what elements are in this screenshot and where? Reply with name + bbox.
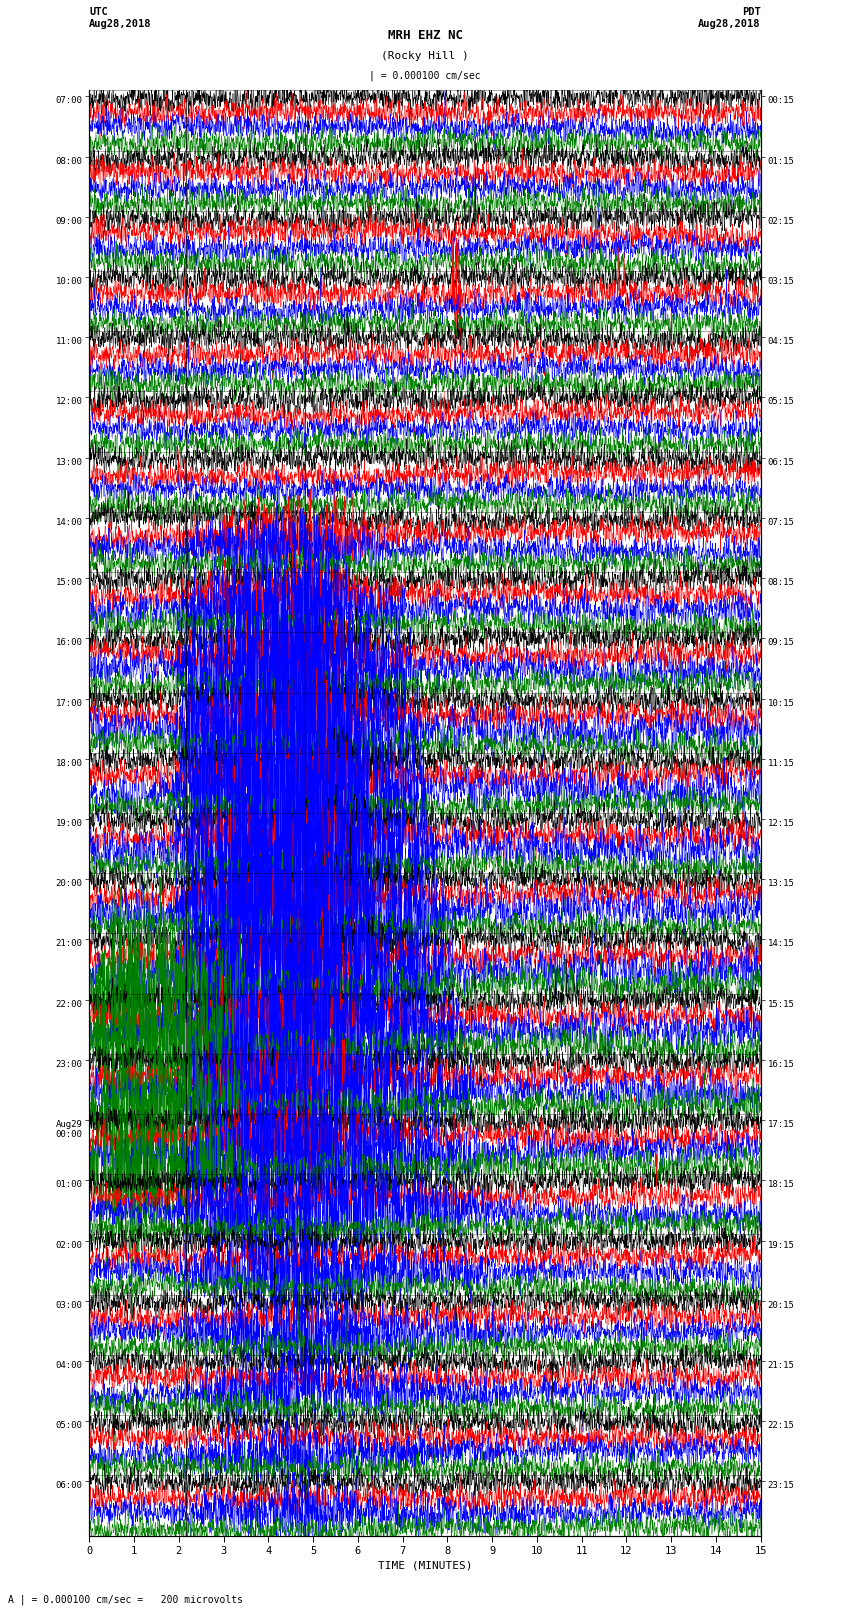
Text: MRH EHZ NC: MRH EHZ NC [388,29,462,42]
Text: A | = 0.000100 cm/sec =   200 microvolts: A | = 0.000100 cm/sec = 200 microvolts [8,1594,243,1605]
Text: PDT
Aug28,2018: PDT Aug28,2018 [698,8,761,29]
Text: (Rocky Hill ): (Rocky Hill ) [381,52,469,61]
Text: UTC
Aug28,2018: UTC Aug28,2018 [89,8,152,29]
Text: | = 0.000100 cm/sec: | = 0.000100 cm/sec [369,69,481,81]
X-axis label: TIME (MINUTES): TIME (MINUTES) [377,1560,473,1569]
